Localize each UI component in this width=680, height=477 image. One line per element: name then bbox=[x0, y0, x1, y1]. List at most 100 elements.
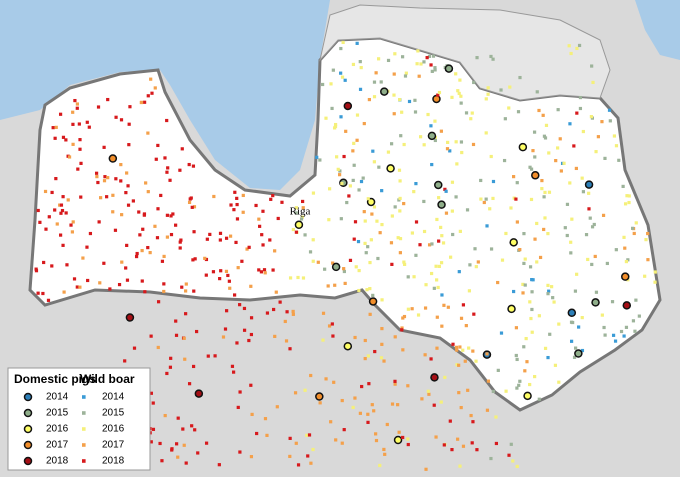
wild-boar-point bbox=[204, 257, 209, 262]
wild-boar-point bbox=[570, 217, 574, 221]
wild-boar-point bbox=[73, 98, 77, 103]
city-label: Riga bbox=[290, 206, 311, 218]
wild-boar-point bbox=[331, 334, 335, 338]
wild-boar-point bbox=[617, 158, 621, 162]
wild-boar-point bbox=[170, 448, 174, 452]
wild-boar-point bbox=[291, 309, 295, 314]
wild-boar-point bbox=[274, 290, 278, 294]
wild-boar-point bbox=[486, 379, 491, 383]
wild-boar-point bbox=[369, 238, 373, 242]
wild-boar-point bbox=[245, 247, 249, 251]
wild-boar-point bbox=[565, 202, 570, 206]
wild-boar-point bbox=[530, 290, 534, 294]
wild-boar-point bbox=[485, 224, 489, 228]
wild-boar-point bbox=[87, 125, 91, 129]
legend-title: Domestic pigs bbox=[14, 372, 96, 386]
wild-boar-point bbox=[546, 292, 550, 296]
wild-boar-point bbox=[36, 208, 40, 213]
wild-boar-point bbox=[288, 454, 292, 459]
wild-boar-point bbox=[435, 217, 439, 222]
wild-boar-point bbox=[504, 231, 508, 236]
legend-label: 2017 bbox=[46, 440, 69, 451]
wild-boar-point bbox=[398, 209, 402, 213]
wild-boar-point bbox=[362, 121, 366, 126]
wild-boar-point bbox=[522, 261, 526, 266]
wild-boar-point bbox=[241, 193, 245, 198]
wild-boar-point bbox=[502, 158, 507, 163]
wild-boar-point bbox=[380, 298, 384, 302]
wild-boar-point bbox=[162, 289, 166, 294]
wild-boar-point bbox=[180, 147, 184, 151]
wild-boar-point bbox=[580, 176, 584, 180]
wild-boar-point bbox=[460, 150, 464, 155]
wild-boar-point bbox=[205, 237, 209, 241]
wild-boar-point bbox=[418, 135, 423, 139]
wild-boar-point bbox=[124, 266, 128, 270]
wild-boar-point bbox=[528, 265, 533, 269]
wild-boar-point bbox=[455, 348, 459, 352]
domestic-pig-point bbox=[574, 349, 583, 358]
wild-boar-point bbox=[468, 263, 472, 267]
wild-boar-point bbox=[238, 450, 242, 454]
wild-boar-point bbox=[475, 56, 479, 60]
wild-boar-point bbox=[81, 256, 85, 260]
wild-boar-point bbox=[340, 181, 344, 186]
wild-boar-point bbox=[343, 281, 347, 286]
wild-boar-point bbox=[457, 391, 461, 395]
wild-boar-point bbox=[184, 282, 188, 286]
wild-boar-point bbox=[432, 403, 436, 407]
wild-boar-point bbox=[113, 228, 118, 232]
wild-boar-point bbox=[400, 110, 404, 114]
wild-boar-point bbox=[439, 261, 444, 265]
domestic-pig-point bbox=[531, 171, 540, 180]
domestic-pig-point bbox=[343, 101, 353, 111]
wild-boar-point bbox=[247, 245, 251, 249]
wild-boar-point bbox=[94, 171, 99, 175]
wild-boar-point bbox=[396, 236, 400, 240]
wild-boar-point bbox=[537, 314, 541, 318]
wild-boar-point bbox=[515, 181, 519, 185]
wild-boar-point bbox=[577, 325, 581, 329]
wild-boar-point bbox=[524, 336, 528, 341]
wild-boar-point bbox=[50, 190, 54, 195]
wild-boar-point bbox=[174, 319, 178, 323]
wild-boar-point bbox=[380, 326, 384, 331]
legend-label: 2015 bbox=[46, 408, 69, 419]
wild-boar-point bbox=[247, 338, 251, 343]
domestic-pig-point bbox=[294, 220, 304, 230]
legend-title: Wild boar bbox=[80, 372, 135, 386]
wild-boar-point bbox=[485, 352, 489, 356]
wild-boar-point bbox=[296, 275, 300, 280]
wild-boar-point bbox=[521, 282, 525, 286]
wild-boar-point bbox=[414, 220, 419, 224]
wild-boar-point bbox=[450, 209, 454, 213]
wild-boar-point bbox=[361, 176, 365, 180]
wild-boar-point bbox=[139, 100, 144, 105]
legend-symbol bbox=[82, 427, 86, 431]
wild-boar-point bbox=[151, 427, 156, 431]
wild-boar-point bbox=[191, 258, 195, 262]
wild-boar-point bbox=[522, 232, 526, 236]
wild-boar-point bbox=[159, 193, 163, 198]
wild-boar-point bbox=[85, 245, 89, 249]
wild-boar-point bbox=[291, 312, 295, 316]
wild-boar-point bbox=[434, 264, 438, 268]
wild-boar-point bbox=[523, 257, 527, 261]
wild-boar-point bbox=[489, 54, 493, 59]
wild-boar-point bbox=[294, 211, 298, 215]
legend-label: 2016 bbox=[102, 424, 125, 435]
wild-boar-point bbox=[427, 392, 431, 396]
wild-boar-point bbox=[491, 389, 495, 394]
wild-boar-point bbox=[351, 178, 355, 182]
wild-boar-point bbox=[429, 357, 433, 361]
wild-boar-point bbox=[307, 433, 312, 437]
wild-boar-point bbox=[359, 179, 364, 184]
legend-symbol bbox=[23, 408, 33, 418]
wild-boar-point bbox=[509, 442, 513, 446]
wild-boar-point bbox=[338, 169, 342, 173]
wild-boar-point bbox=[65, 263, 69, 267]
wild-boar-point bbox=[589, 115, 593, 119]
domestic-pig-point bbox=[622, 301, 632, 310]
wild-boar-point bbox=[403, 74, 408, 78]
wild-boar-point bbox=[407, 99, 412, 104]
